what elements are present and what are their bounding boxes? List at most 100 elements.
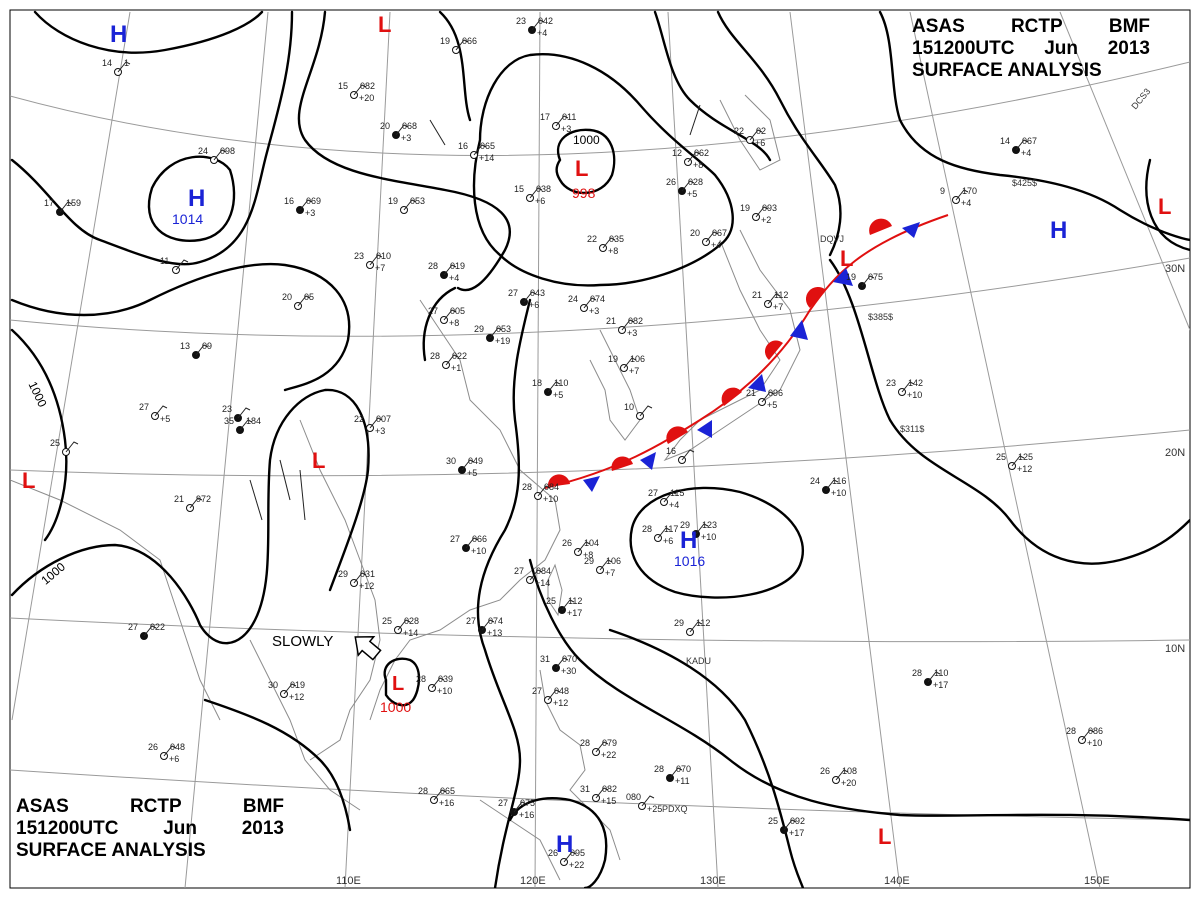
parallel-30n bbox=[10, 257, 1190, 337]
station-pressure: 007 bbox=[376, 414, 391, 424]
high-center: H bbox=[110, 21, 127, 48]
station-pressure: 1 bbox=[124, 58, 129, 68]
station-temperature: 20 bbox=[282, 292, 292, 302]
valid-year: 2013 bbox=[241, 818, 284, 839]
station-pressure: 066 bbox=[472, 534, 487, 544]
station-temperature: 25 bbox=[546, 596, 556, 606]
station-temperature: 27 bbox=[514, 566, 524, 576]
station-tendency: +6 bbox=[529, 300, 539, 310]
low-center: L bbox=[22, 468, 35, 493]
wind-barb-icon bbox=[547, 689, 561, 701]
station-temperature: 27 bbox=[139, 402, 149, 412]
wind-barb-icon bbox=[927, 671, 941, 683]
station-plot: 28 110 +17 bbox=[912, 668, 948, 690]
isobar-label: 1000 bbox=[573, 133, 600, 147]
station-plot: 16 069 +3 bbox=[284, 196, 321, 218]
wind-barb-icon bbox=[353, 84, 367, 96]
station-plot: 21 082 +3 bbox=[606, 316, 643, 338]
station-temperature: 28 bbox=[580, 738, 590, 748]
station-pressure: 048 bbox=[554, 686, 569, 696]
wind-barb-icon bbox=[297, 295, 311, 307]
station-tendency: +10 bbox=[437, 686, 452, 696]
wind-barb-icon bbox=[117, 61, 131, 73]
low-center: L bbox=[378, 12, 391, 37]
station-temperature: 29 bbox=[680, 520, 690, 530]
meridian-130e bbox=[667, 11, 719, 888]
station-plot: 20 05 bbox=[282, 292, 314, 310]
station-temperature: 28 bbox=[428, 261, 438, 271]
isobar-japan-high bbox=[716, 10, 842, 257]
station-plot: 25 092 +17 bbox=[768, 816, 805, 838]
station-temperature: 31 bbox=[580, 784, 590, 794]
station-temperature: 22 bbox=[354, 414, 364, 424]
station-temperature: 28 bbox=[912, 668, 922, 678]
station-pressure: 043 bbox=[530, 288, 545, 298]
station-plot: 19 075 bbox=[846, 272, 883, 290]
station-temperature: 27 bbox=[450, 534, 460, 544]
station-pressure: 070 bbox=[562, 654, 577, 664]
station-temperature: 23 bbox=[354, 251, 364, 261]
station-temperature: 29 bbox=[584, 556, 594, 566]
wind-barb-icon bbox=[431, 677, 445, 689]
station-pressure: 042 bbox=[538, 16, 553, 26]
station-pressure: 112 bbox=[774, 290, 788, 300]
station-pressure: 095 bbox=[570, 848, 585, 858]
wind-barb-icon bbox=[163, 745, 177, 757]
wind-barb-icon bbox=[465, 537, 479, 549]
station-tendency: +6 bbox=[755, 138, 765, 148]
station-plot: 29 031 +12 bbox=[338, 569, 375, 591]
station-plot: 29 112 bbox=[674, 618, 710, 636]
station-tendency: +17 bbox=[567, 608, 582, 618]
station-temperature: 27 bbox=[428, 306, 438, 316]
station-temperature: 11 bbox=[160, 256, 169, 266]
station-temperature: 26 bbox=[148, 742, 158, 752]
wind-barb-icon bbox=[433, 789, 447, 801]
wind-barb-icon bbox=[65, 441, 79, 453]
station-temperature: 15 bbox=[514, 184, 524, 194]
wind-barb-icon bbox=[669, 767, 683, 779]
wind-barb-icon bbox=[555, 115, 569, 127]
wind-barb-icon bbox=[681, 180, 695, 192]
station-tendency: +12 bbox=[553, 698, 568, 708]
station-plot: 11 bbox=[160, 256, 189, 274]
station-pressure: 125 bbox=[1018, 452, 1033, 462]
station-plot: 28 019 +4 bbox=[428, 261, 465, 283]
valid-time: 151200UTC bbox=[912, 38, 1015, 59]
wind-barb-icon bbox=[1011, 455, 1025, 467]
ship-id: KADU bbox=[686, 656, 711, 666]
station-temperature: 28 bbox=[418, 786, 428, 796]
meridian-100e bbox=[184, 11, 269, 888]
station-tendency: +5 bbox=[687, 189, 697, 199]
station-plot: 23 010 +7 bbox=[354, 251, 391, 273]
station-temperature: 26 bbox=[562, 538, 572, 548]
station-pressure: 159 bbox=[66, 198, 81, 208]
station-tendency: +2 bbox=[761, 215, 771, 225]
wind-barb-icon bbox=[537, 485, 551, 497]
station-pressure: 068 bbox=[402, 121, 417, 131]
station-tendency: +22 bbox=[569, 860, 584, 870]
pressure-centers: H H 1014 L L 998 L L L 1000 H 1016 H H L… bbox=[22, 12, 1171, 858]
station-temperature: 24 bbox=[198, 146, 208, 156]
map-frame bbox=[9, 9, 1191, 889]
station-plot: 29 123 +10 bbox=[680, 520, 717, 542]
station-temperature: 19 bbox=[440, 36, 450, 46]
isobar-far-north bbox=[653, 10, 772, 162]
cold-front-teeth bbox=[583, 222, 920, 492]
wind-barb-icon bbox=[695, 523, 709, 535]
station-temperature: 19 bbox=[740, 203, 750, 213]
station-pressure: 104 bbox=[584, 538, 599, 548]
station-temperature: 27 bbox=[498, 798, 508, 808]
high-center: H bbox=[680, 527, 697, 554]
wind-barb-icon bbox=[443, 264, 457, 276]
wind-barb-icon bbox=[481, 619, 495, 631]
station-temperature: 12 bbox=[672, 148, 682, 158]
station-tendency: +6 bbox=[535, 196, 545, 206]
coast-taiwan bbox=[547, 563, 563, 617]
station-tendency: +30 bbox=[561, 666, 576, 676]
wind-barb-icon bbox=[639, 405, 653, 417]
parallel-0n bbox=[10, 769, 1190, 821]
station-pressure: 010 bbox=[376, 251, 391, 261]
isobar-south-h bbox=[508, 797, 608, 888]
agency-code: RCTP bbox=[129, 796, 182, 817]
